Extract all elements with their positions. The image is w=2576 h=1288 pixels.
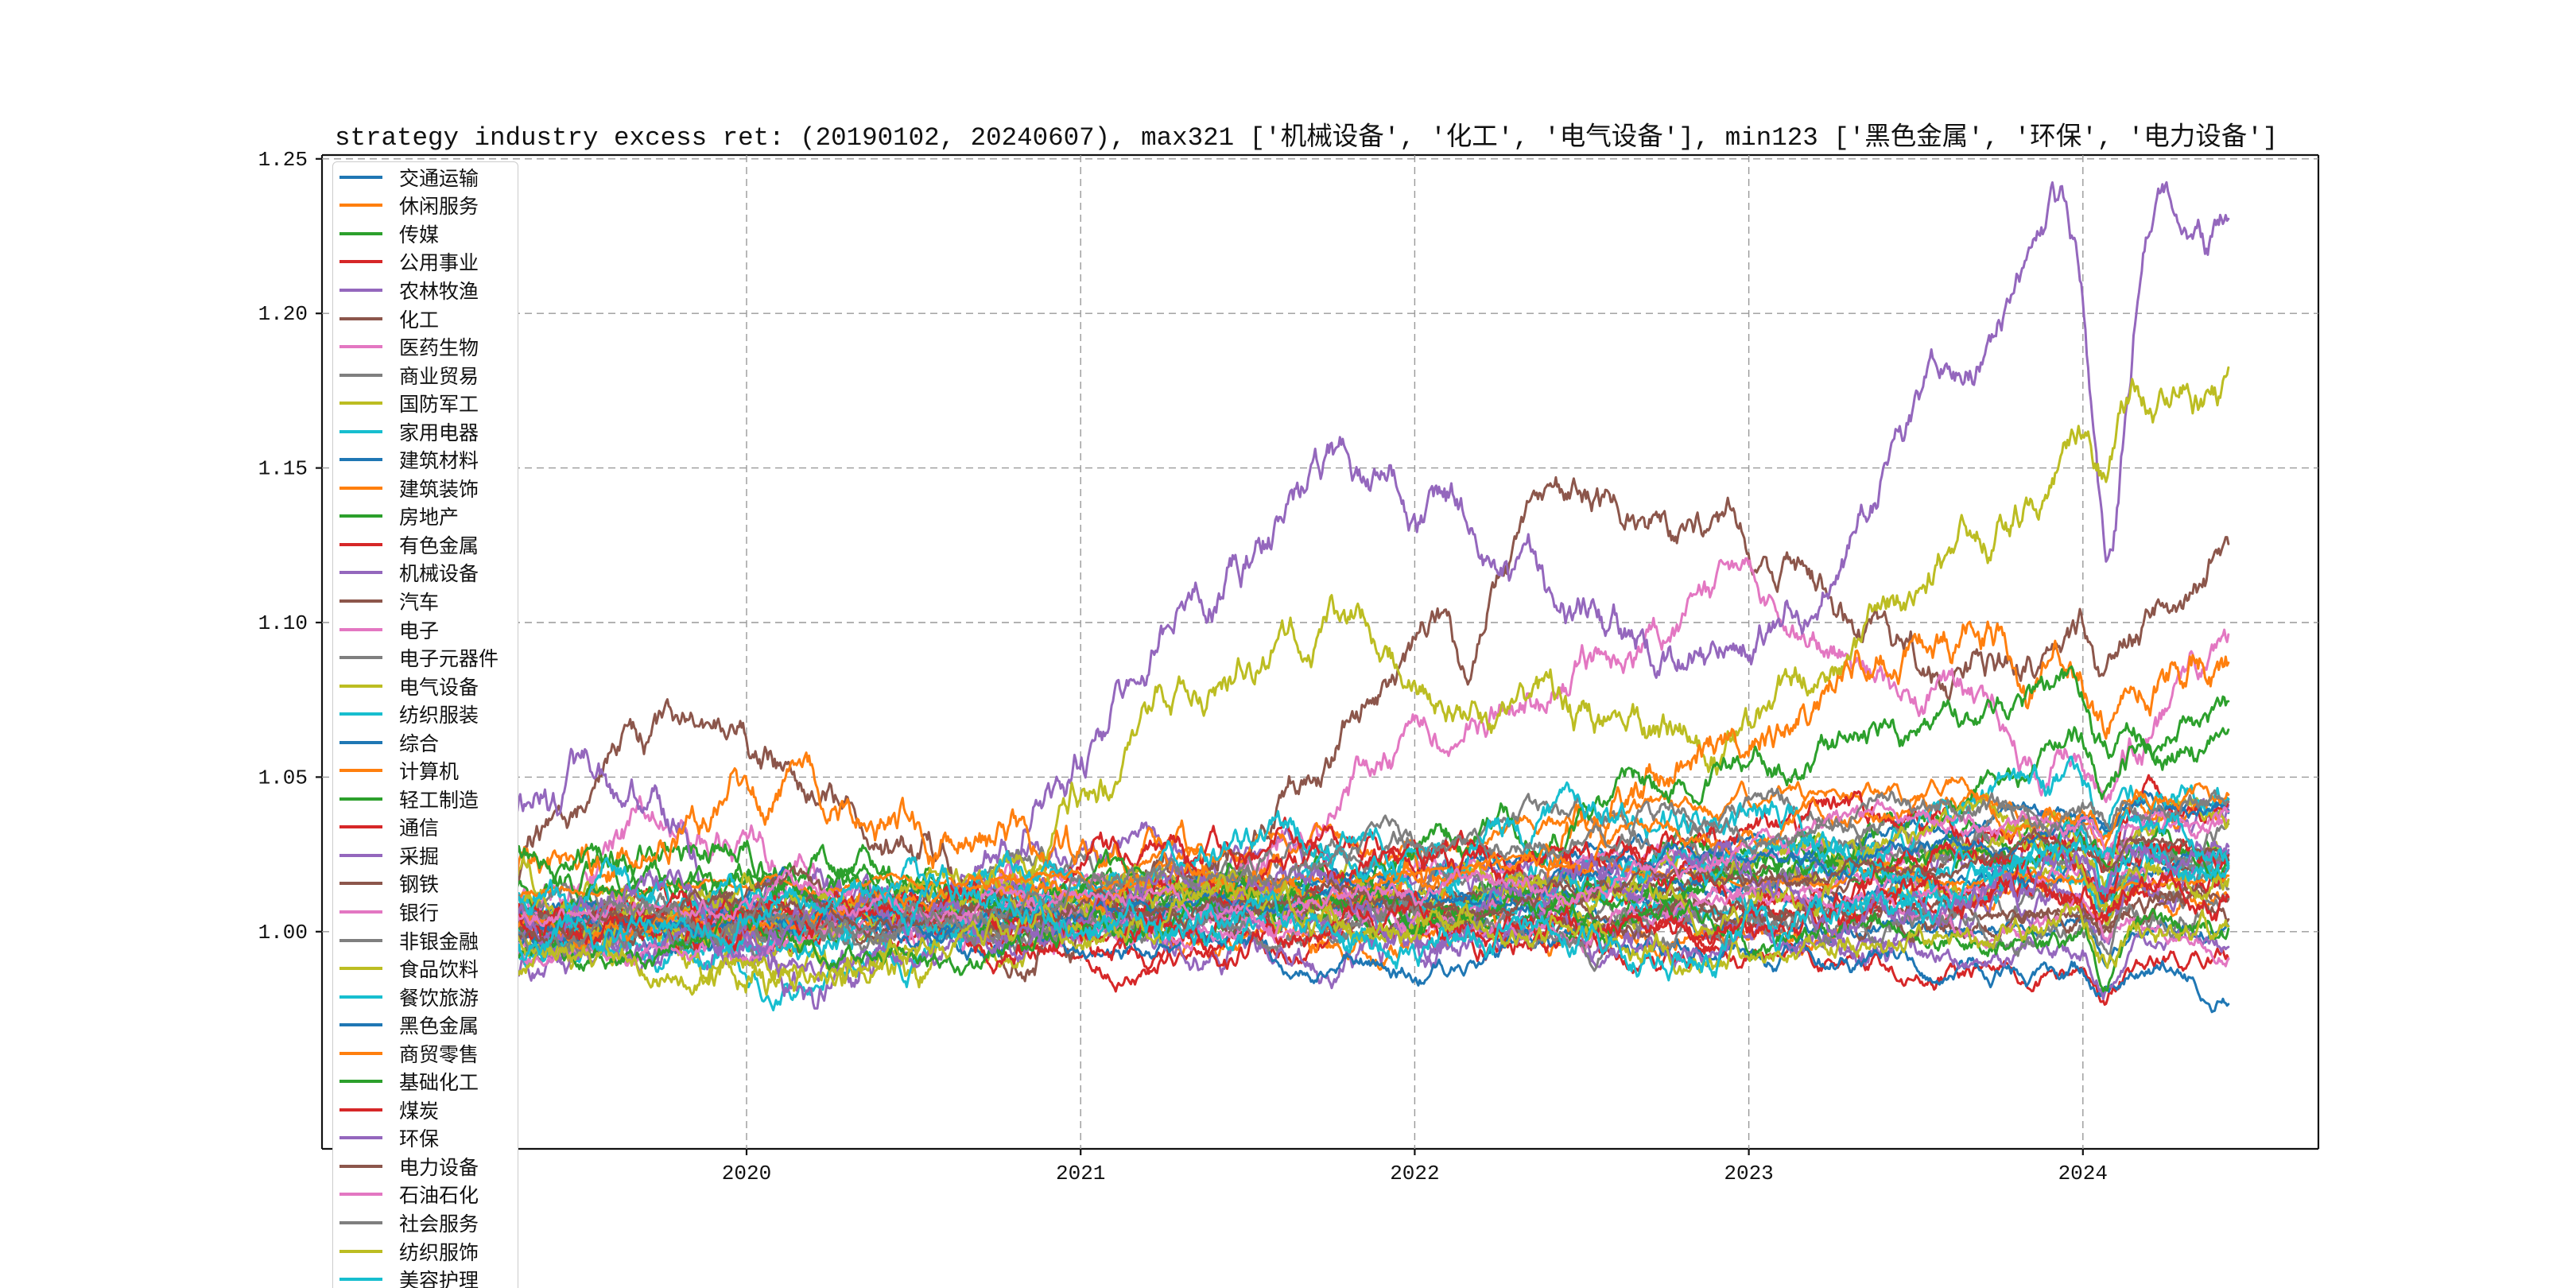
svg-text:1.20: 1.20 [258, 302, 308, 326]
svg-text:1.10: 1.10 [258, 611, 308, 635]
svg-text:2023: 2023 [1724, 1162, 1773, 1185]
svg-text:1.05: 1.05 [258, 766, 308, 789]
svg-text:2021: 2021 [1056, 1162, 1105, 1185]
svg-text:2022: 2022 [1390, 1162, 1439, 1185]
svg-text:1.25: 1.25 [258, 148, 308, 172]
svg-text:2024: 2024 [2058, 1162, 2108, 1185]
svg-text:2020: 2020 [722, 1162, 771, 1185]
svg-text:1.15: 1.15 [258, 457, 308, 481]
svg-text:1.00: 1.00 [258, 921, 308, 945]
